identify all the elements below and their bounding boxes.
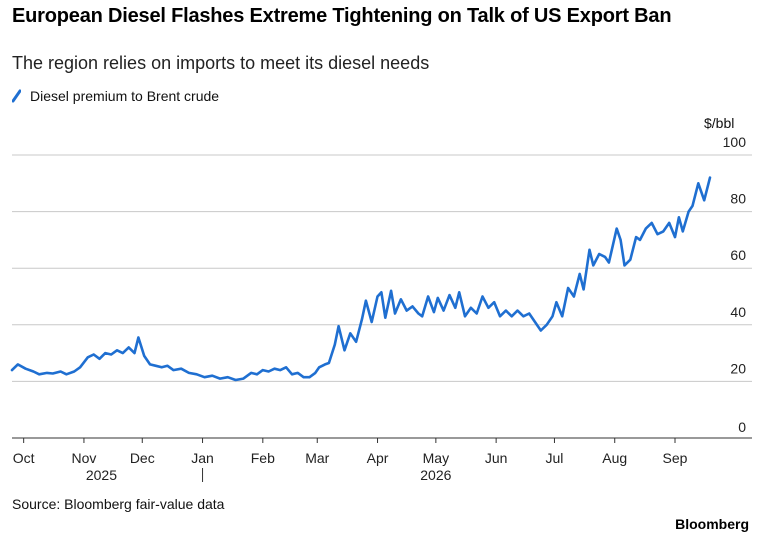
y-tick-label: 20	[730, 360, 746, 376]
x-tick-label: May	[423, 450, 449, 466]
source-note: Source: Bloomberg fair-value data	[12, 496, 225, 512]
y-tick-label: 40	[730, 304, 746, 320]
legend-line-icon	[12, 89, 21, 103]
legend: Diesel premium to Brent crude	[12, 88, 219, 104]
y-axis-unit-label: $/bbl	[704, 115, 735, 131]
legend-label: Diesel premium to Brent crude	[30, 88, 220, 104]
chart-title: European Diesel Flashes Extreme Tighteni…	[12, 5, 672, 27]
x-tick-label: Dec	[130, 450, 155, 466]
x-tick-label: Mar	[305, 450, 329, 466]
y-tick-label: 0	[738, 419, 746, 435]
x-year-label: 2026	[420, 467, 451, 483]
x-year-label: 2025	[86, 467, 117, 483]
x-tick-label: Aug	[602, 450, 627, 466]
x-tick-label: Nov	[71, 450, 96, 466]
y-tick-label: 80	[730, 191, 746, 207]
y-tick-label: 60	[730, 247, 746, 263]
x-tick-label: Feb	[251, 450, 275, 466]
x-tick-label: Jul	[546, 450, 564, 466]
x-tick-label: Apr	[367, 450, 389, 466]
x-tick-label: Jun	[485, 450, 508, 466]
bloomberg-logo: Bloomberg	[675, 516, 749, 532]
series-line-diesel-premium	[10, 176, 712, 382]
x-tick-label: Oct	[13, 450, 35, 466]
y-tick-label: 100	[723, 134, 747, 150]
chart-subtitle: The region relies on imports to meet its…	[12, 53, 430, 73]
x-tick-label: Jan	[191, 450, 214, 466]
x-tick-label: Sep	[663, 450, 688, 466]
